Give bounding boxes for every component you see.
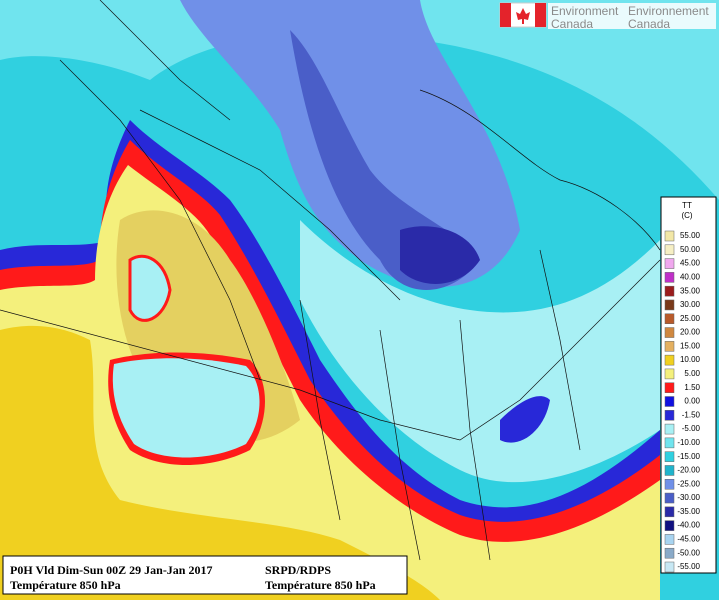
legend-label: 55.00: [680, 231, 701, 240]
legend-swatch: [664, 285, 675, 297]
legend-label: -55.00: [677, 562, 700, 571]
legend-label: 10.00: [680, 355, 701, 364]
legend-title: TT: [682, 201, 692, 210]
legend-swatch: [664, 465, 675, 476]
legend-swatch: [664, 396, 675, 407]
legend-swatch: [664, 506, 675, 518]
legend-label: -5.00: [682, 424, 701, 433]
legend-swatch: [664, 230, 675, 242]
run-label: P0H Vld Dim-Sun 00Z 29 Jan-Jan 2017: [10, 563, 212, 577]
legend-label: 35.00: [680, 286, 701, 295]
legend-swatch: [664, 382, 675, 393]
legend-swatch: [664, 547, 675, 559]
legend-swatch: [664, 437, 675, 449]
legend-swatch: [664, 258, 675, 269]
legend-unit: (C): [681, 211, 692, 220]
legend-label: -25.00: [677, 479, 700, 488]
field-label: Température 850 hPa: [10, 578, 121, 592]
agency-en-line-1: Environment: [551, 4, 619, 18]
legend-swatch: [664, 244, 675, 256]
legend-swatch: [664, 492, 675, 504]
legend-label: -35.00: [677, 507, 700, 516]
model-label: SRPD/RDPS: [265, 563, 331, 577]
boundaries: [0, 0, 661, 561]
legend-label: -1.50: [682, 410, 701, 419]
legend-label: 15.00: [680, 341, 701, 350]
field-label-2: Température 850 hPa: [265, 578, 376, 592]
legend-swatch: [664, 341, 675, 352]
legend-label: 20.00: [680, 328, 701, 337]
legend-label: -50.00: [677, 548, 700, 557]
legend-swatch: [664, 423, 675, 435]
legend-swatch: [664, 451, 675, 462]
legend-label: -40.00: [677, 521, 700, 530]
legend-swatch: [664, 272, 675, 283]
legend-label: -20.00: [677, 466, 700, 475]
agency-fr-line-2: Canada: [628, 17, 670, 31]
legend-label: 40.00: [680, 272, 701, 281]
legend-label: 50.00: [680, 245, 701, 254]
header-logo: Environment Canada Environnement Canada: [499, 2, 716, 31]
legend-swatch: [664, 520, 675, 531]
legend-label: 25.00: [680, 314, 701, 323]
legend-label: 45.00: [680, 259, 701, 268]
legend: TT (C) 55.00 50.00 45.00 40.00 35.00 30.00 25.…: [660, 196, 717, 574]
legend-swatch: [664, 368, 675, 380]
legend-swatch: [664, 313, 675, 324]
legend-label: -10.00: [677, 438, 700, 447]
legend-label: 5.00: [684, 369, 700, 378]
legend-swatch: [664, 479, 675, 490]
legend-swatch: [664, 410, 675, 421]
agency-en-line-2: Canada: [551, 17, 593, 31]
info-box: P0H Vld Dim-Sun 00Z 29 Jan-Jan 2017 Temp…: [2, 555, 408, 595]
legend-swatch: [664, 354, 675, 366]
legend-label: -30.00: [677, 493, 700, 502]
legend-swatch: [664, 327, 675, 338]
legend-label: 0.00: [684, 397, 700, 406]
legend-label: 1.50: [684, 383, 700, 392]
legend-label: -45.00: [677, 535, 700, 544]
legend-label: 30.00: [680, 300, 701, 309]
agency-fr-line-1: Environnement: [628, 4, 709, 18]
legend-swatch: [664, 561, 675, 573]
legend-label: -15.00: [677, 452, 700, 461]
legend-swatch: [664, 534, 675, 545]
legend-swatch: [664, 299, 675, 311]
